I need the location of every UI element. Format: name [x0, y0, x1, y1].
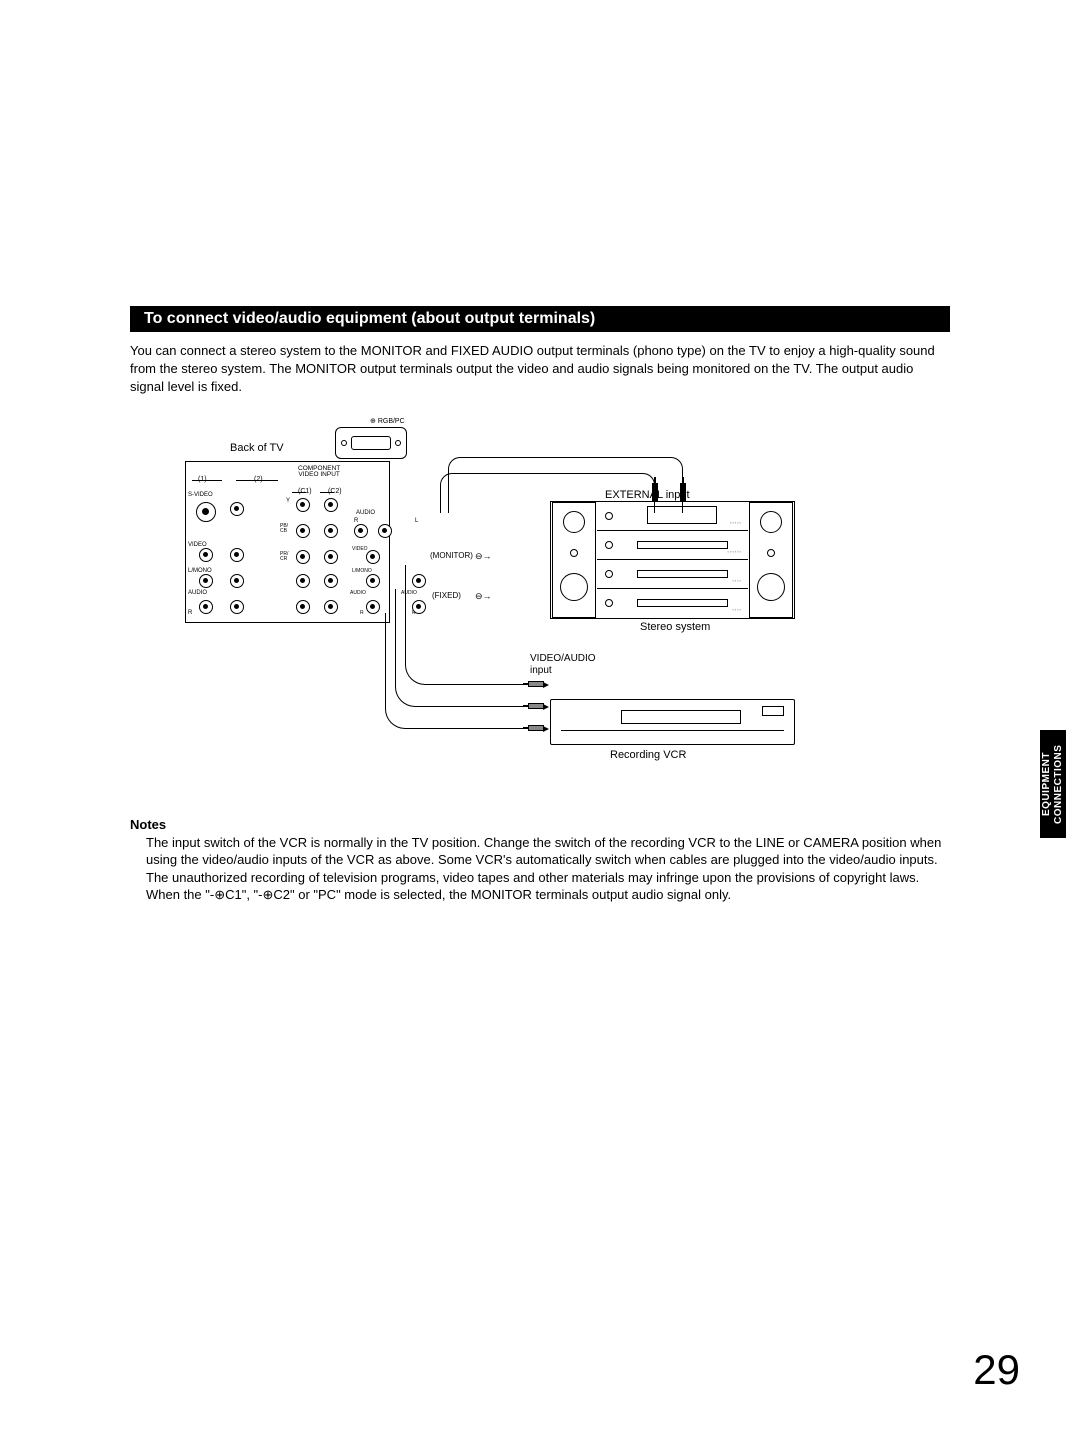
note-1: The input switch of the VCR is normally … [130, 834, 950, 869]
monitor-l-jack [366, 574, 380, 588]
prcr-label: PR/ CR [280, 552, 288, 562]
notes-heading: Notes [130, 817, 950, 832]
rgbpc-label: ⊕ RGB/PC [370, 417, 405, 425]
jack-2d [230, 600, 244, 614]
r-label: R [188, 610, 192, 616]
monitor-video-jack [366, 550, 380, 564]
external-input-label: EXTERNAL input [605, 489, 690, 501]
note-3: When the "-⊕C1", "-⊕C2" or "PC" mode is … [130, 886, 950, 904]
pbcb-label: PB/ CB [280, 524, 288, 534]
pr-jack-c1 [296, 550, 310, 564]
lmono-jack-1 [199, 574, 213, 588]
svideo-label: S-VIDEO [188, 492, 213, 498]
lmono-label: L/MONO [188, 568, 212, 574]
y-jack-c1 [296, 498, 310, 512]
rl-label: R L [354, 518, 428, 524]
audio-rl-label: AUDIO [356, 510, 375, 516]
lmono-jack-c2 [324, 574, 338, 588]
stereo-system-illustration: ▫▫▫▫▫ ▫▫▫▫▫▫ ▫▫▫▫ ▫▫▫▫ [550, 501, 795, 619]
section-title: To connect video/audio equipment (about … [130, 306, 950, 332]
pr-jack-c2 [324, 550, 338, 564]
jack-2a [230, 502, 244, 516]
audio-r-jack [354, 524, 368, 538]
page-number: 29 [973, 1346, 1020, 1394]
monitor-out-label: (MONITOR) [430, 551, 473, 560]
y-jack-c2 [324, 498, 338, 512]
pb-jack-c1 [296, 524, 310, 538]
vcr-plug-1 [528, 681, 544, 687]
intro-paragraph: You can connect a stereo system to the M… [130, 342, 950, 397]
audio-label: AUDIO [188, 590, 207, 596]
jack-2b [230, 548, 244, 562]
video3-label: VIDEO [352, 546, 368, 552]
component-label: COMPONENT VIDEO INPUT [298, 466, 340, 479]
section-tab: EQUIPMENT CONNECTIONS [1040, 730, 1066, 838]
audio3-label: AUDIO [350, 590, 366, 596]
audio-l-jack [378, 524, 392, 538]
y-label: Y [286, 498, 290, 504]
video-label: VIDEO [188, 542, 207, 548]
note-2: The unauthorized recording of television… [130, 869, 950, 887]
vcr-plug-2 [528, 703, 544, 709]
vcr-plug-3 [528, 725, 544, 731]
r-jack-c2 [324, 600, 338, 614]
lmono-jack-c1 [296, 574, 310, 588]
lmono3-label: L/MONO [352, 568, 372, 574]
notes-section: Notes The input switch of the VCR is nor… [130, 817, 950, 904]
back-of-tv-label: Back of TV [230, 442, 284, 454]
r3-label: R [360, 610, 364, 616]
video-jack-1 [199, 548, 213, 562]
monitor-r-jack [366, 600, 380, 614]
vga-connector [335, 427, 407, 459]
jack-2c [230, 574, 244, 588]
pb-jack-c2 [324, 524, 338, 538]
video-audio-input-label: VIDEO/AUDIO input [530, 653, 596, 677]
svideo-jack-1 [196, 502, 216, 522]
tv-back-panel: COMPONENT VIDEO INPUT (1) (2) (C1) (C2) … [185, 461, 390, 623]
r-jack-c1 [296, 600, 310, 614]
stereo-system-label: Stereo system [640, 621, 710, 633]
connection-diagram: ⊕ RGB/PC Back of TV COMPONENT VIDEO INPU… [130, 417, 950, 787]
vcr-illustration [550, 699, 795, 745]
r-jack-1 [199, 600, 213, 614]
recording-vcr-label: Recording VCR [610, 749, 686, 761]
